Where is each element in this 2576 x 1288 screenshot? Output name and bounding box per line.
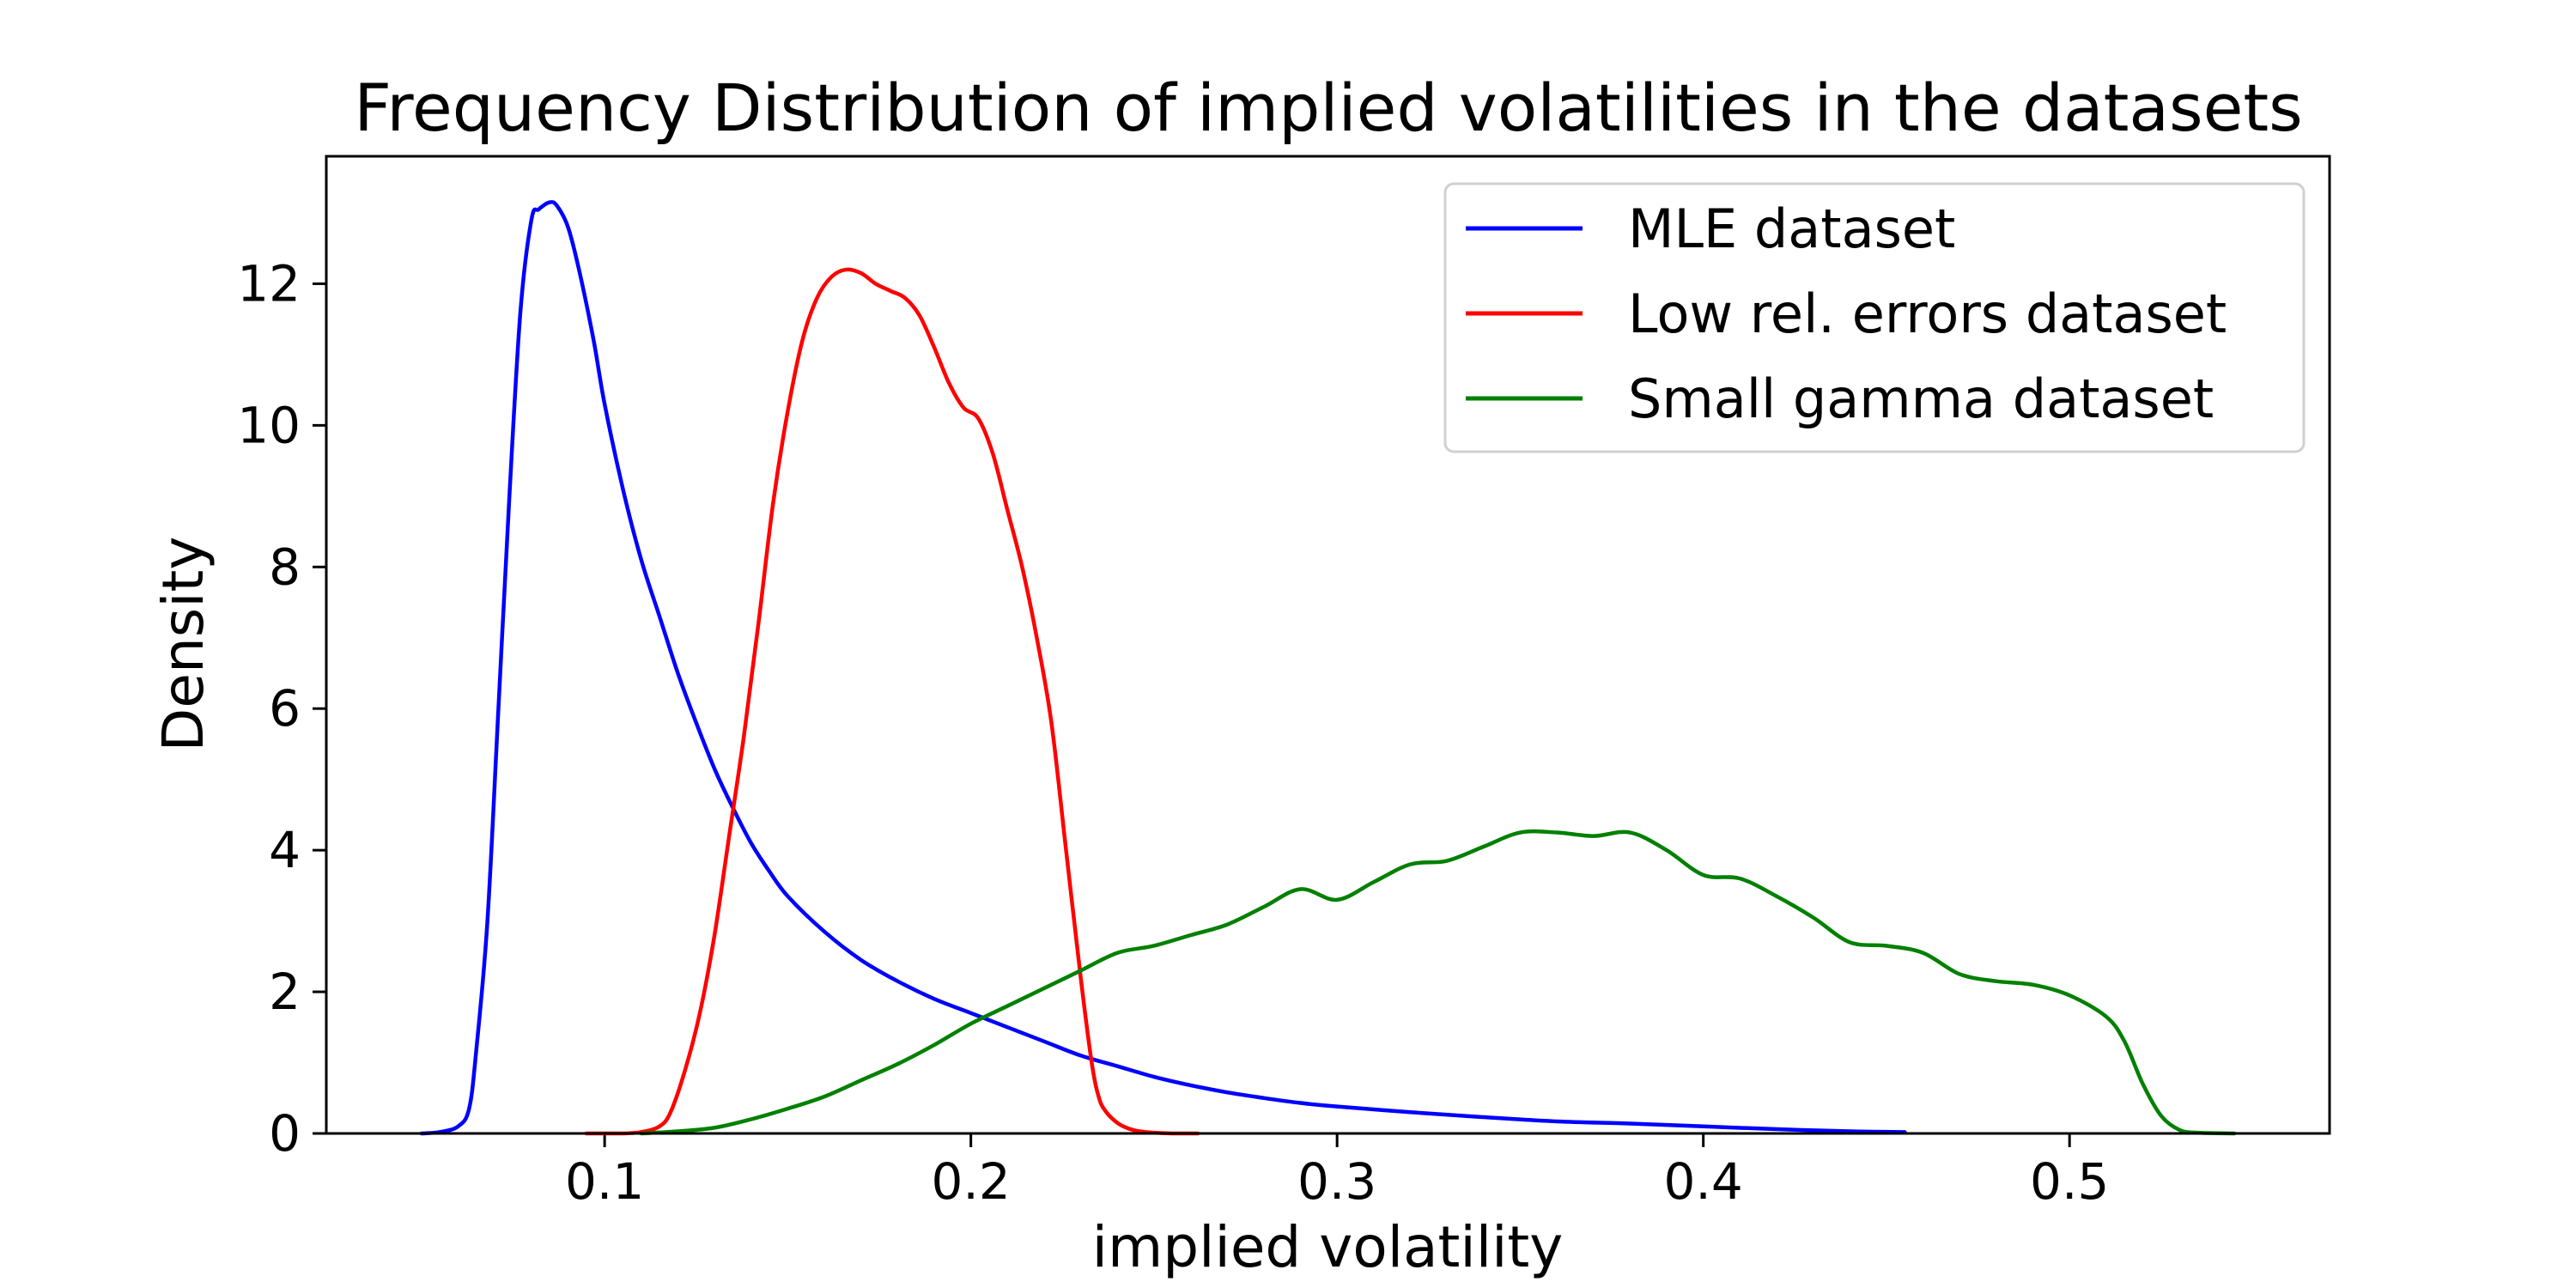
- x-tick-label-3: 0.4: [1664, 1152, 1743, 1211]
- legend: MLE dataset Low rel. errors dataset Small …: [1443, 182, 2306, 453]
- plot-frame: [325, 155, 2331, 1135]
- y-tick-label-3: 6: [269, 679, 301, 738]
- x-axis-ticks: 0.1 0.2 0.3 0.4 0.5: [565, 1133, 2109, 1211]
- series-group: [419, 200, 2237, 1136]
- legend-box: [1443, 182, 2306, 453]
- legend-label-small-gamma-dataset: Small gamma dataset: [1628, 368, 2214, 430]
- y-tick-label-0: 0: [269, 1104, 301, 1163]
- x-axis-label: implied volatility: [1092, 1214, 1564, 1280]
- y-tick-label-4: 8: [269, 538, 301, 596]
- y-tick-label-2: 4: [269, 821, 301, 879]
- x-tick-label-2: 0.3: [1297, 1152, 1376, 1211]
- y-axis-label: Density: [150, 537, 216, 752]
- chart-title: Frequency Distribution of implied volati…: [354, 70, 2303, 146]
- legend-label-low-rel-errors-dataset: Low rel. errors dataset: [1628, 283, 2227, 345]
- x-tick-label-0: 0.1: [565, 1152, 644, 1211]
- y-axis-ticks: 0 2 4 6 8 10 12: [237, 254, 326, 1163]
- y-tick-label-5: 10: [237, 396, 301, 454]
- series-line-low-rel-errors-dataset: [584, 267, 1200, 1136]
- y-tick-label-1: 2: [269, 963, 301, 1021]
- x-tick-label-4: 0.5: [2030, 1152, 2109, 1211]
- x-tick-label-1: 0.2: [932, 1152, 1011, 1211]
- series-line-small-gamma-dataset: [639, 829, 2237, 1136]
- legend-label-mle-dataset: MLE dataset: [1628, 197, 1955, 260]
- y-tick-label-6: 12: [237, 254, 301, 313]
